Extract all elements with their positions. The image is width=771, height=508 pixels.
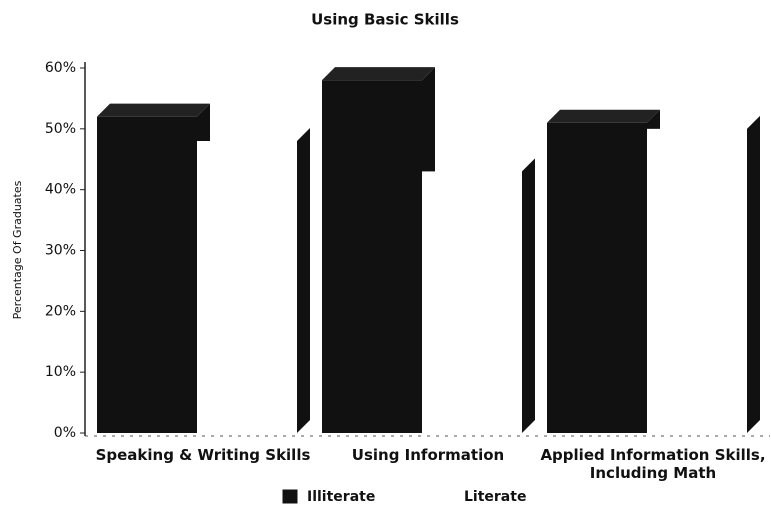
bar-side — [297, 128, 310, 433]
bar-top — [322, 67, 435, 81]
y-tick-label: 30% — [45, 243, 76, 259]
bar-top — [97, 103, 210, 117]
y-tick-label: 40% — [45, 182, 76, 198]
x-tick-label: Speaking & Writing Skills — [95, 446, 311, 464]
y-tick-label: 0% — [54, 425, 76, 441]
legend-swatch — [440, 490, 454, 503]
bar-top — [547, 109, 660, 123]
bar-side — [522, 158, 535, 433]
bar-side — [747, 115, 760, 433]
bar — [322, 80, 422, 434]
legend-label: Literate — [464, 489, 526, 505]
y-axis-label: Percentage Of Graduates — [11, 180, 24, 319]
bar — [547, 122, 647, 433]
chart-title: Using Basic Skills — [311, 11, 459, 29]
x-tick-label: Using Information — [351, 446, 505, 464]
y-tick-label: 60% — [45, 60, 76, 76]
x-tick-label: Applied Information Skills, Including Ma… — [540, 446, 766, 482]
bar — [647, 128, 747, 434]
bar — [97, 116, 197, 434]
bar — [422, 171, 522, 433]
y-tick-label: 10% — [45, 364, 76, 380]
bar — [197, 141, 297, 433]
y-tick-label: 20% — [45, 303, 76, 319]
legend-label: Illiterate — [307, 489, 375, 505]
legend-swatch — [282, 489, 298, 504]
y-tick-label: 50% — [45, 121, 76, 137]
